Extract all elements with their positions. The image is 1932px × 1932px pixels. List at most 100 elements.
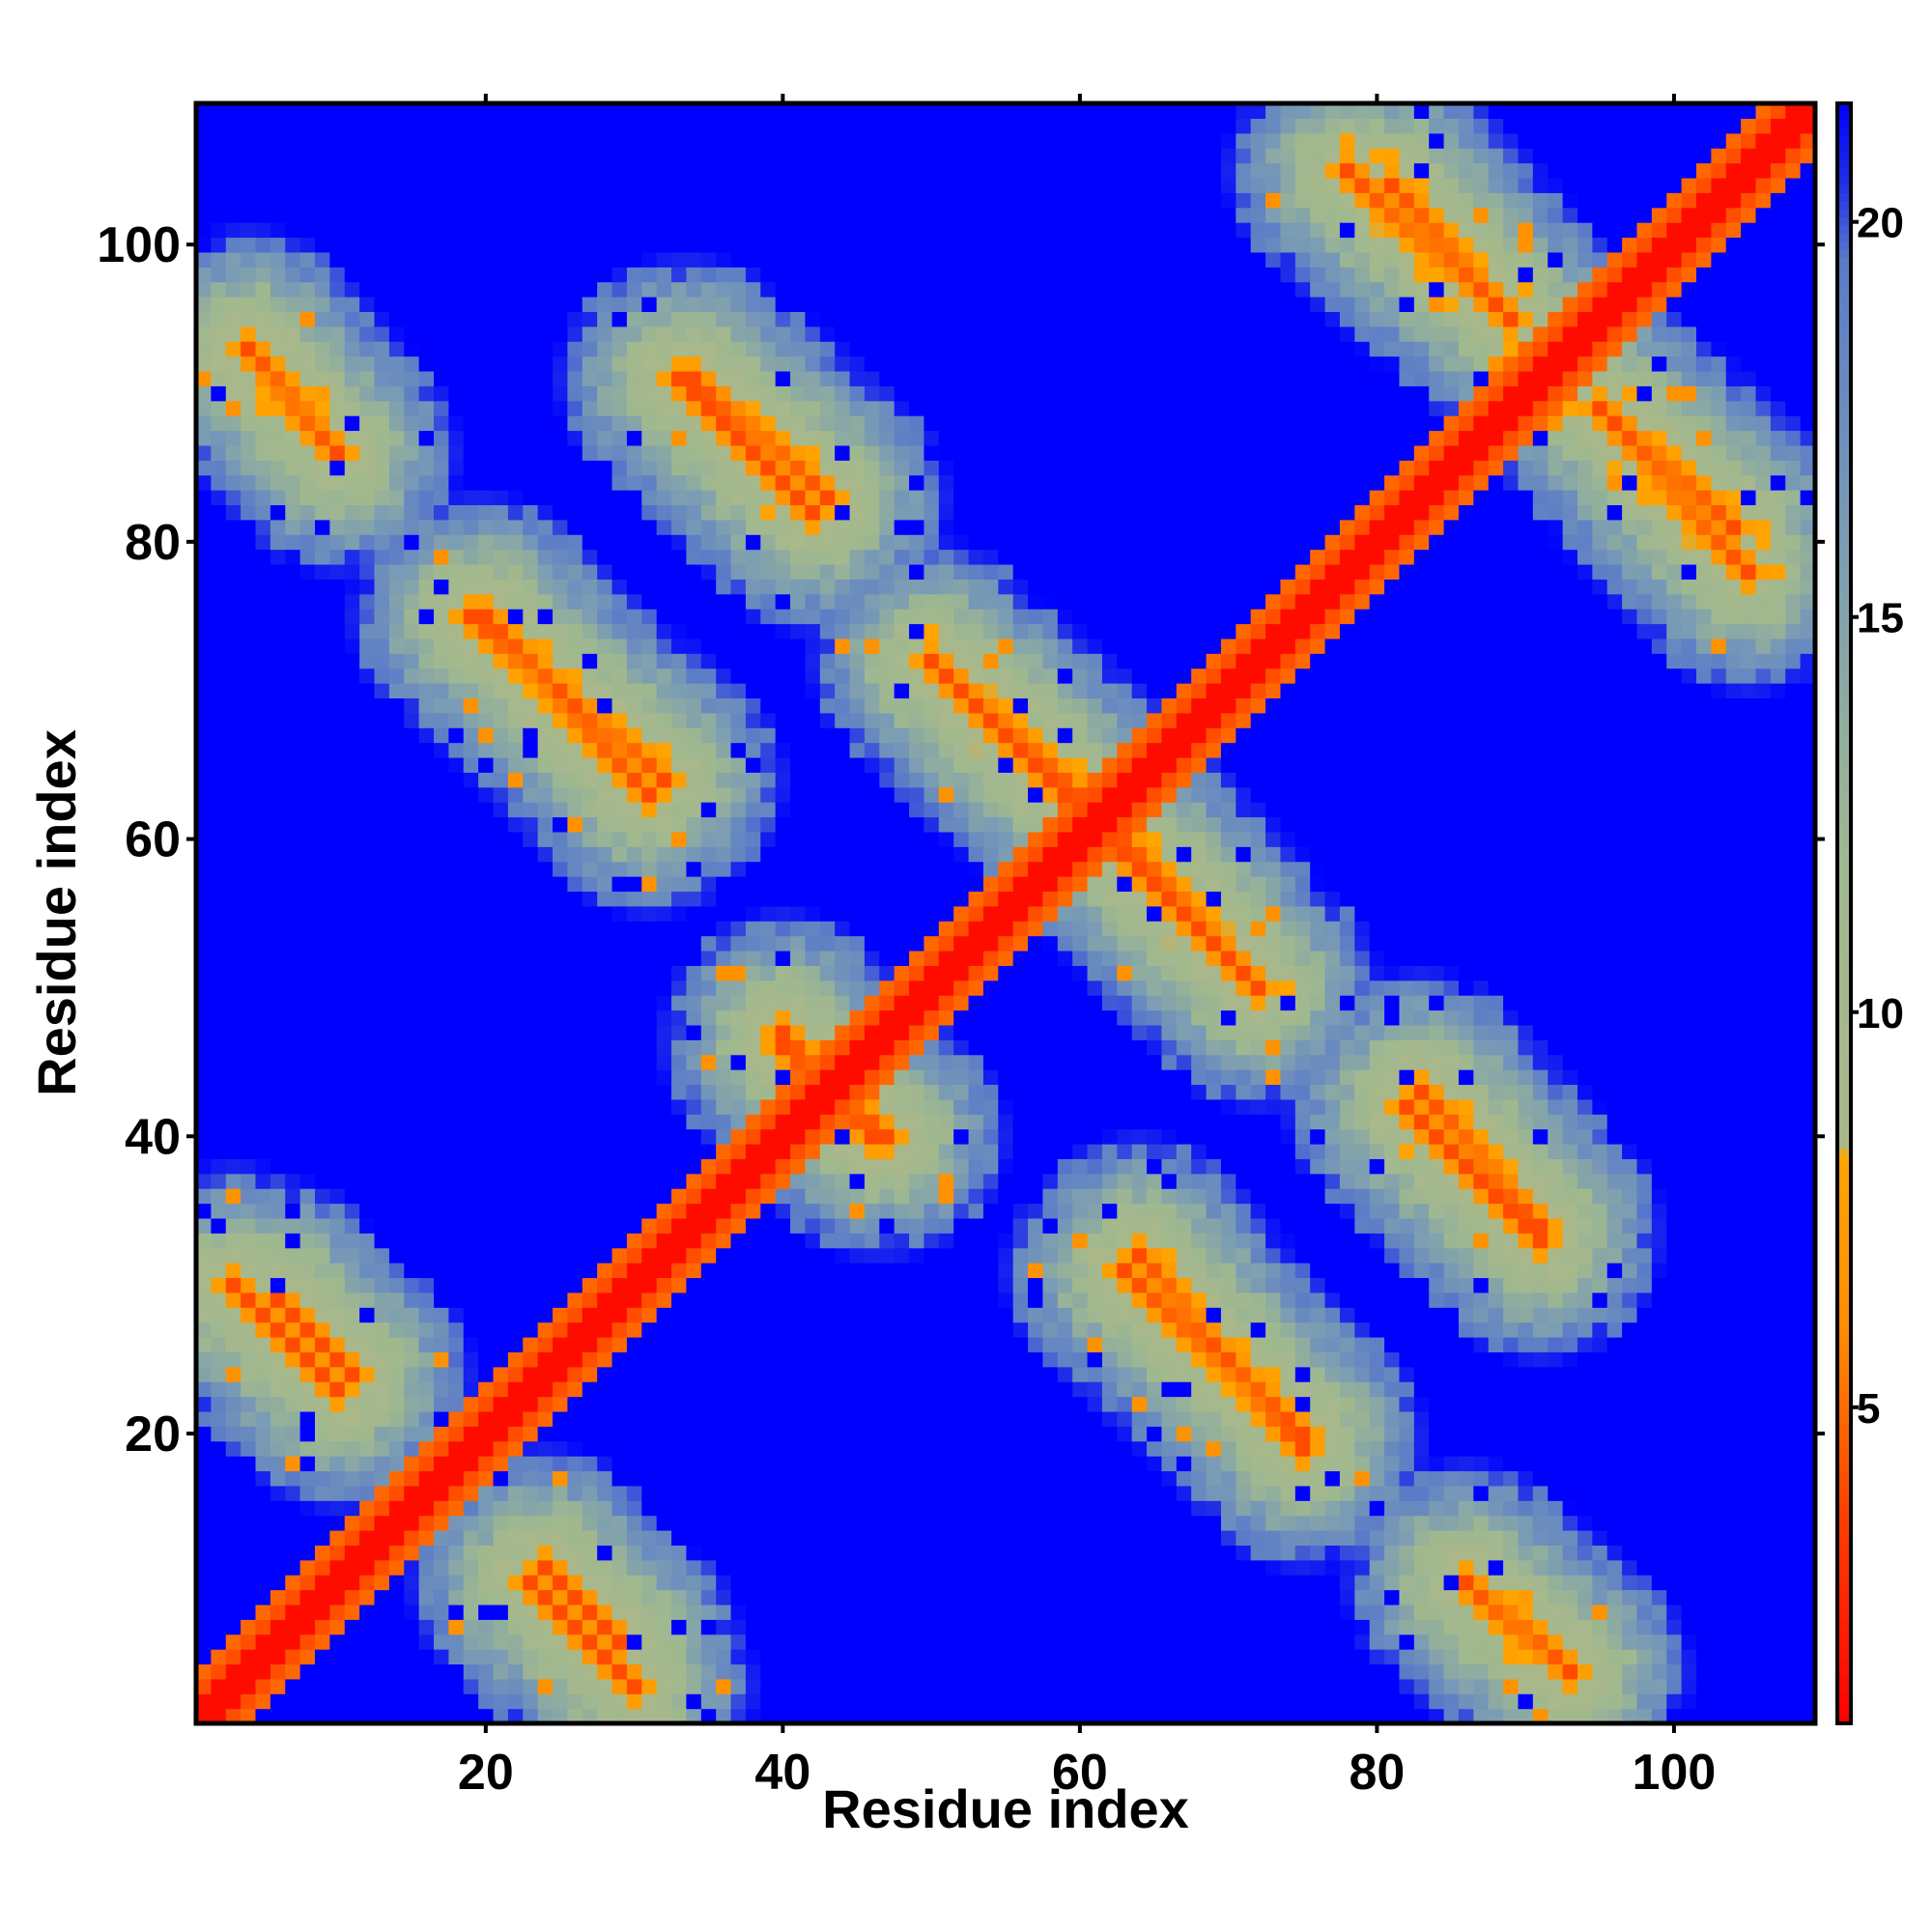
heatmap-cell bbox=[553, 980, 569, 996]
heatmap-cell bbox=[299, 905, 316, 922]
heatmap-cell bbox=[805, 1098, 821, 1115]
heatmap-cell bbox=[656, 519, 672, 535]
heatmap-cell bbox=[211, 1663, 227, 1680]
heatmap-cell bbox=[626, 1009, 642, 1026]
heatmap-cell bbox=[641, 1307, 658, 1323]
heatmap-cell bbox=[611, 1292, 628, 1308]
heatmap-cell bbox=[819, 326, 836, 342]
heatmap-cell bbox=[478, 727, 495, 744]
heatmap-cell bbox=[329, 1069, 346, 1086]
heatmap-cell bbox=[790, 1263, 807, 1279]
heatmap-cell bbox=[299, 177, 316, 193]
heatmap-cell bbox=[656, 1351, 672, 1368]
heatmap-cell bbox=[196, 742, 212, 758]
heatmap-cell bbox=[775, 727, 791, 744]
heatmap-cell bbox=[582, 623, 598, 639]
heatmap-cell bbox=[597, 237, 613, 253]
heatmap-cell bbox=[434, 772, 449, 788]
heatmap-cell bbox=[523, 1114, 539, 1130]
heatmap-cell bbox=[671, 1039, 688, 1056]
heatmap-cell bbox=[315, 1173, 330, 1189]
heatmap-cell bbox=[567, 148, 583, 164]
heatmap-cell bbox=[819, 935, 836, 952]
heatmap-cell bbox=[730, 683, 747, 699]
heatmap-cell bbox=[790, 103, 807, 119]
heatmap-cell bbox=[805, 742, 821, 758]
heatmap-cell bbox=[775, 846, 791, 863]
heatmap-cell bbox=[299, 1663, 316, 1680]
heatmap-cell bbox=[448, 1410, 465, 1427]
heatmap-cell bbox=[760, 1321, 777, 1338]
heatmap-cell bbox=[716, 727, 732, 744]
heatmap-cell bbox=[418, 1233, 435, 1249]
heatmap-cell bbox=[211, 1366, 227, 1382]
heatmap-cell bbox=[434, 1039, 449, 1056]
heatmap-cell bbox=[463, 1693, 479, 1710]
heatmap-cell bbox=[730, 1039, 747, 1056]
heatmap-cell bbox=[196, 132, 212, 149]
heatmap-cell bbox=[716, 118, 732, 134]
heatmap-cell bbox=[745, 1054, 761, 1070]
heatmap-cell bbox=[849, 297, 866, 312]
heatmap-cell bbox=[225, 1559, 242, 1576]
heatmap-cell bbox=[270, 965, 286, 981]
heatmap-cell bbox=[225, 1084, 242, 1100]
heatmap-cell bbox=[270, 653, 286, 669]
heatmap-cell bbox=[388, 132, 405, 149]
heatmap-cell bbox=[582, 816, 598, 833]
heatmap-cell bbox=[211, 1024, 227, 1040]
heatmap-cell bbox=[700, 1158, 717, 1175]
heatmap-cell bbox=[225, 1247, 242, 1264]
heatmap-cell bbox=[241, 237, 257, 253]
heatmap-cell bbox=[270, 1336, 286, 1352]
heatmap-cell bbox=[819, 1663, 836, 1680]
heatmap-cell bbox=[523, 1634, 539, 1650]
heatmap-cell bbox=[299, 1054, 316, 1070]
heatmap-cell bbox=[434, 444, 449, 461]
heatmap-cell bbox=[849, 326, 866, 342]
heatmap-cell bbox=[864, 1009, 880, 1026]
heatmap-cell bbox=[775, 1529, 791, 1546]
heatmap-cell bbox=[270, 490, 286, 506]
heatmap-cell bbox=[849, 905, 866, 922]
heatmap-cell bbox=[835, 222, 851, 239]
heatmap-cell bbox=[671, 950, 688, 966]
heatmap-cell bbox=[463, 1054, 479, 1070]
heatmap-cell bbox=[553, 1634, 569, 1650]
heatmap-cell bbox=[225, 207, 242, 223]
heatmap-cell bbox=[463, 490, 479, 506]
heatmap-cell bbox=[255, 638, 271, 654]
heatmap-cell bbox=[745, 474, 761, 491]
heatmap-cell bbox=[270, 609, 286, 625]
heatmap-cell bbox=[730, 876, 747, 893]
heatmap-cell bbox=[388, 490, 405, 506]
heatmap-cell bbox=[388, 1143, 405, 1159]
heatmap-cell bbox=[849, 1263, 866, 1279]
heatmap-cell bbox=[241, 534, 257, 551]
heatmap-cell bbox=[299, 802, 316, 818]
heatmap-cell bbox=[745, 103, 761, 119]
heatmap-cell bbox=[388, 876, 405, 893]
heatmap-cell bbox=[434, 1381, 449, 1398]
heatmap-cell bbox=[819, 1009, 836, 1026]
heatmap-cell bbox=[241, 846, 257, 863]
heatmap-cell bbox=[196, 861, 212, 877]
heatmap-cell bbox=[597, 1485, 613, 1501]
heatmap-cell bbox=[270, 1366, 286, 1382]
heatmap-cell bbox=[255, 786, 271, 803]
heatmap-cell bbox=[299, 980, 316, 996]
heatmap-cell bbox=[344, 891, 360, 907]
heatmap-cell bbox=[849, 207, 866, 223]
heatmap-cell bbox=[626, 653, 642, 669]
heatmap-cell bbox=[641, 891, 658, 907]
heatmap-cell bbox=[270, 1589, 286, 1605]
heatmap-cell bbox=[404, 549, 420, 565]
heatmap-cell bbox=[493, 653, 509, 669]
heatmap-cell bbox=[374, 162, 390, 179]
heatmap-cell bbox=[553, 756, 569, 773]
heatmap-cell bbox=[597, 1470, 613, 1487]
heatmap-cell bbox=[507, 549, 524, 565]
heatmap-cell bbox=[760, 103, 777, 119]
heatmap-cell bbox=[537, 1559, 554, 1576]
heatmap-cell bbox=[241, 1575, 257, 1591]
